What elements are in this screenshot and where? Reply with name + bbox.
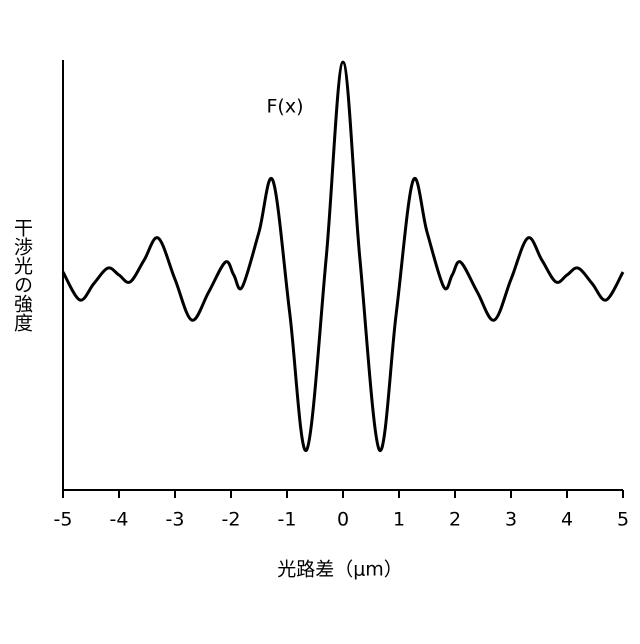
x-tick-label: -2	[222, 509, 241, 531]
chart: F(x) 光路差（μm） 干渉光の強度 -5 -4 -3 -2 -1 0 1 2 3 4 5	[0, 0, 640, 640]
x-tick-label: 0	[337, 509, 349, 531]
y-axis-label: 干渉光の強度	[11, 218, 33, 332]
x-tick-label: 1	[393, 509, 405, 531]
x-tick-label: -5	[54, 509, 73, 531]
x-tick-label: -1	[278, 509, 297, 531]
x-tick-label: 4	[561, 509, 573, 531]
x-axis-label: 光路差（μm）	[277, 559, 403, 581]
x-tick-label: 5	[617, 509, 629, 531]
x-tick-label: -3	[166, 509, 185, 531]
x-tick-label: -4	[110, 509, 129, 531]
line	[63, 62, 623, 450]
x-tick-label: 3	[505, 509, 517, 531]
x-tick-label: 2	[449, 509, 461, 531]
annotation: F(x)	[267, 96, 304, 118]
